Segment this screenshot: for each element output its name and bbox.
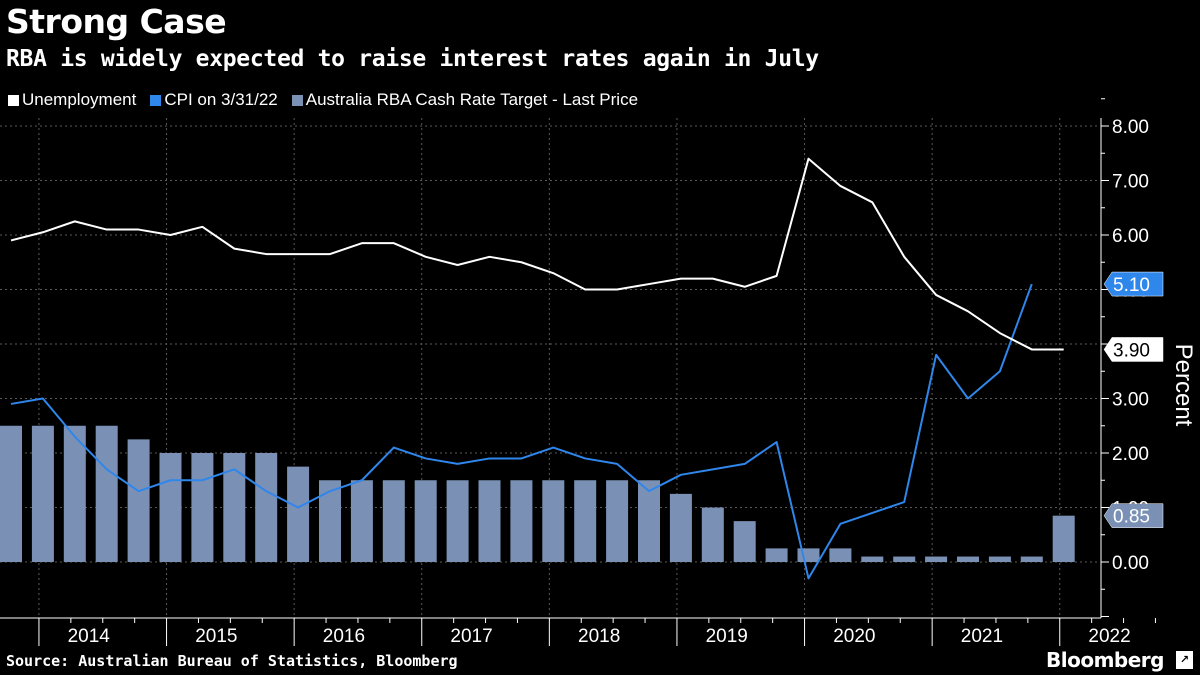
cash-rate-bar <box>446 480 469 562</box>
unemployment-last-value-tag-text: 3.90 <box>1113 340 1150 361</box>
cash-rate-last-value-tag-text: 0.85 <box>1113 507 1150 528</box>
cash-rate-bar <box>606 480 629 562</box>
cash-rate-last-value-tag-bg <box>1103 503 1164 528</box>
legend-swatch-cash-rate <box>291 94 303 106</box>
y-tick-label: 7.00 <box>1112 172 1149 193</box>
chart-title: Strong Case <box>6 2 227 41</box>
cash-rate-bar <box>1052 515 1075 562</box>
cash-rate-bar <box>765 548 788 562</box>
y-tick-label: 2.00 <box>1112 444 1149 465</box>
cash-rate-bar <box>414 480 437 562</box>
cash-rate-bar <box>893 556 916 562</box>
legend-label-cash-rate: Australia RBA Cash Rate Target - Last Pr… <box>305 90 639 109</box>
bloomberg-logo: Bloomberg <box>1046 648 1164 672</box>
y-tick-label: 3.00 <box>1112 390 1149 411</box>
y-tick-label: 8.00 <box>1112 117 1149 138</box>
cash-rate-bar <box>63 425 86 562</box>
cash-rate-bar <box>701 507 724 562</box>
cash-rate-bar <box>797 548 820 562</box>
x-tick-label: 2014 <box>68 626 111 647</box>
cash-rate-bar <box>638 480 660 562</box>
cash-rate-bar <box>255 453 278 562</box>
cash-rate-bar <box>861 556 884 562</box>
cash-rate-bar <box>127 439 150 562</box>
unemployment-line <box>10 157 1064 351</box>
cpi-last-value-tag-bg <box>1103 271 1164 297</box>
cash-rate-bar <box>510 480 533 562</box>
source-note: Source: Australian Bureau of Statistics,… <box>6 652 458 670</box>
y-tick-label: 0.00 <box>1112 553 1149 574</box>
cash-rate-bar <box>350 480 373 562</box>
cash-rate-bar <box>95 425 118 562</box>
y-tick-label: 6.00 <box>1112 226 1149 247</box>
unemployment-last-value-tag-bg <box>1103 337 1164 362</box>
cash-rate-bar <box>223 453 246 562</box>
cash-rate-bars <box>0 425 1075 562</box>
cash-rate-bar <box>0 425 22 562</box>
x-tick-label: 2022 <box>1088 626 1130 647</box>
cash-rate-bar <box>574 480 597 562</box>
legend-swatch-unemployment <box>8 94 19 106</box>
y-axis-title: Percent <box>1170 344 1197 427</box>
cash-rate-bar <box>957 556 979 562</box>
cash-rate-bar <box>542 480 565 562</box>
chart-subtitle: RBA is widely expected to raise interest… <box>6 46 819 72</box>
cash-rate-bar <box>159 453 182 562</box>
cash-rate-bar <box>733 521 756 562</box>
x-tick-label: 2018 <box>578 626 620 647</box>
cash-rate-bar <box>191 453 214 562</box>
cash-rate-bar <box>925 556 948 562</box>
cpi-line <box>10 283 1033 580</box>
bloomberg-mark-icon: ↗ <box>1176 651 1193 669</box>
x-tick-label: 2017 <box>450 626 492 647</box>
cpi-last-value-tag: 5.10 <box>1103 271 1164 297</box>
cpi-last-value-tag-text: 5.10 <box>1113 275 1150 296</box>
x-tick-label: 2019 <box>706 626 748 647</box>
legend-item-unemployment: Unemployment <box>8 90 136 110</box>
cash-rate-bar <box>319 480 341 562</box>
cash-rate-bar <box>1020 556 1043 562</box>
cash-rate-bar <box>988 556 1011 562</box>
cash-rate-bar <box>287 466 310 562</box>
x-tick-label: 2015 <box>195 626 237 647</box>
legend-label-cpi: CPI on 3/31/22 <box>164 90 278 109</box>
cash-rate-last-value-tag: 0.85 <box>1103 503 1164 528</box>
legend-item-cash-rate: Australia RBA Cash Rate Target - Last Pr… <box>291 90 639 110</box>
legend-label-unemployment: Unemployment <box>22 90 137 109</box>
cash-rate-bar <box>31 425 54 562</box>
cash-rate-bar <box>382 480 405 562</box>
cash-rate-bar <box>829 548 852 562</box>
legend-item-cpi: CPI on 3/31/22 <box>150 90 278 110</box>
x-tick-label: 2021 <box>961 626 1003 647</box>
x-tick-label: 2020 <box>833 626 875 647</box>
legend: Unemployment CPI on 3/31/22 Australia RB… <box>8 90 638 110</box>
cash-rate-bar <box>669 493 692 562</box>
legend-swatch-cpi <box>150 94 162 106</box>
unemployment-last-value-tag: 3.90 <box>1103 337 1164 362</box>
x-tick-label: 2016 <box>323 626 365 647</box>
cash-rate-bar <box>478 480 501 562</box>
